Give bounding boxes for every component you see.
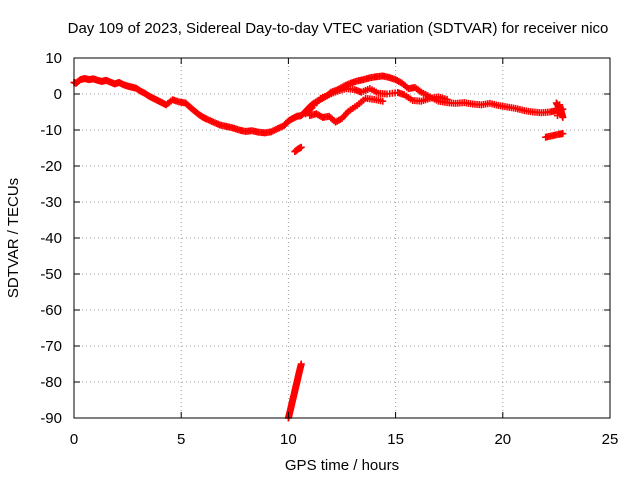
series-main-band	[70, 72, 567, 137]
chart-title: Day 109 of 2023, Sidereal Day-to-day VTE…	[68, 20, 609, 37]
y-tick-label: -50	[40, 266, 62, 283]
y-tick-label: -40	[40, 230, 62, 247]
y-tick-label: -60	[40, 302, 62, 319]
x-axis: 0 5 10 15 20 25	[70, 58, 619, 448]
series-outlier-cluster-b	[542, 130, 567, 141]
x-tick-label: 5	[177, 431, 185, 448]
series-lower-branch	[306, 94, 387, 126]
data-point	[443, 95, 451, 103]
x-axis-label: GPS time / hours	[285, 457, 399, 474]
data-point	[297, 360, 305, 368]
y-tick-label: -10	[40, 122, 62, 139]
data-point	[553, 112, 561, 120]
series-outlier-cluster-a	[291, 143, 305, 156]
y-tick-label: 10	[45, 50, 62, 67]
y-axis: 10 0 -10 -20 -30 -40 -50 -60 -70 -80 -90	[40, 50, 610, 427]
x-tick-label: 15	[387, 431, 404, 448]
y-tick-label: -20	[40, 158, 62, 175]
series-upper-branch	[302, 85, 451, 118]
x-tick-label: 10	[280, 431, 297, 448]
y-tick-label: -80	[40, 374, 62, 391]
y-tick-label: -30	[40, 194, 62, 211]
x-tick-label: 25	[602, 431, 619, 448]
series-right-edge-spread	[552, 99, 567, 121]
y-tick-label: 0	[54, 86, 62, 103]
series-descending-streak	[284, 360, 305, 422]
x-tick-label: 0	[70, 431, 78, 448]
y-tick-label: -90	[40, 410, 62, 427]
data-points	[70, 72, 567, 422]
data-point	[559, 130, 567, 138]
y-axis-label: SDTVAR / TECUs	[5, 178, 22, 298]
y-tick-label: -70	[40, 338, 62, 355]
data-point	[297, 143, 305, 151]
data-point	[379, 97, 387, 105]
grid	[74, 58, 610, 418]
x-tick-label: 20	[494, 431, 511, 448]
data-point	[558, 110, 566, 118]
data-point	[559, 113, 567, 121]
